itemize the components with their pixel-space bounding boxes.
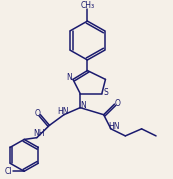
Text: S: S bbox=[104, 88, 109, 97]
Text: N: N bbox=[80, 101, 86, 110]
Text: O: O bbox=[114, 99, 120, 108]
Text: CH₃: CH₃ bbox=[80, 1, 94, 10]
Text: O: O bbox=[35, 109, 41, 118]
Text: HN: HN bbox=[109, 122, 120, 131]
Text: NH: NH bbox=[33, 129, 44, 138]
Text: N: N bbox=[66, 73, 72, 82]
Text: Cl: Cl bbox=[5, 167, 13, 176]
Text: HN: HN bbox=[57, 107, 69, 116]
